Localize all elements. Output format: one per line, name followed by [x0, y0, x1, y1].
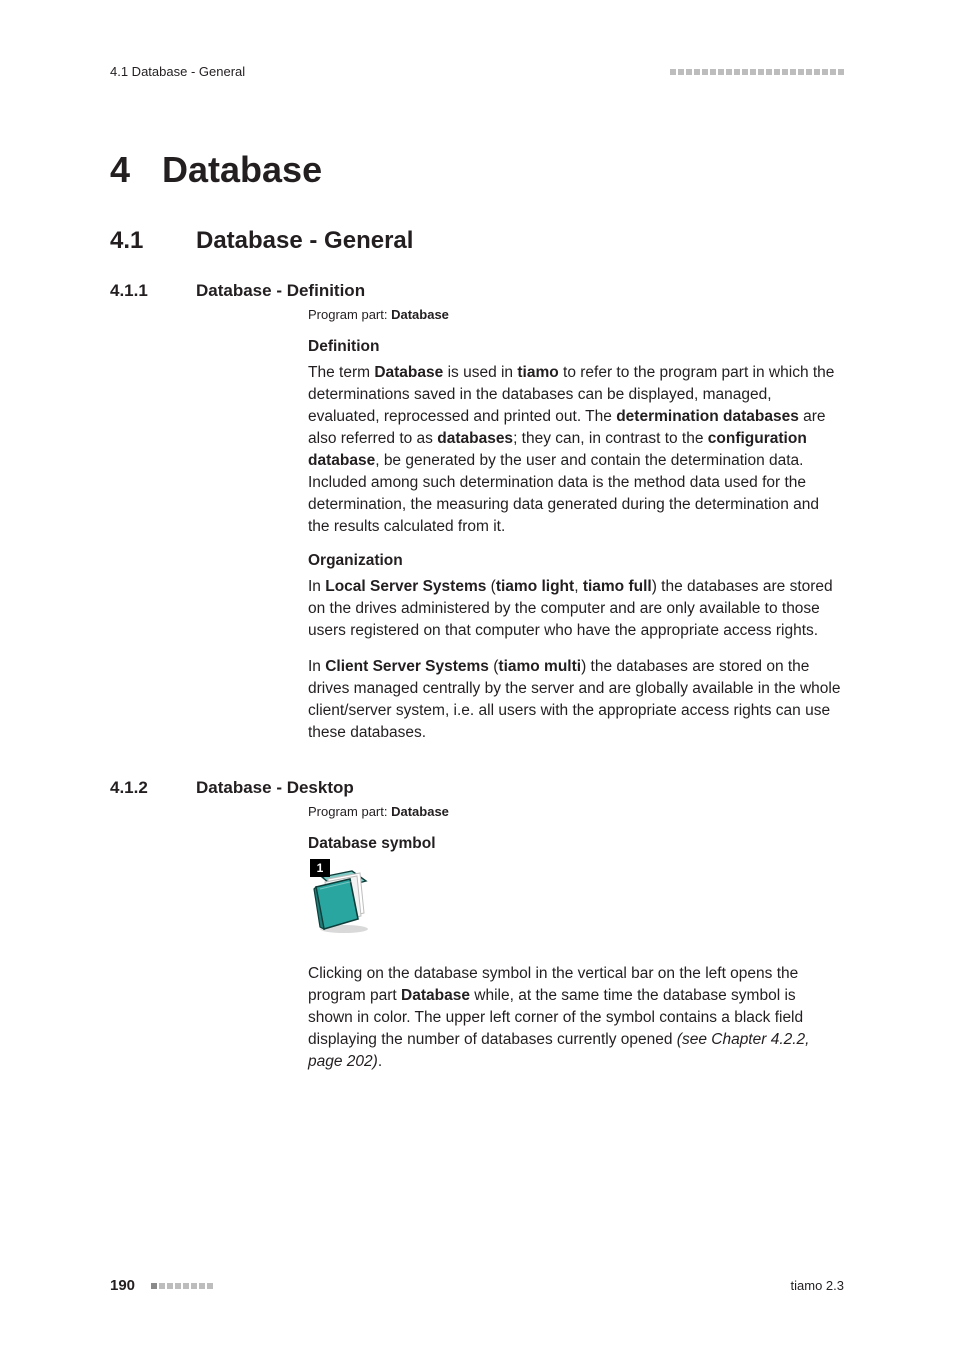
- footer-product: tiamo 2.3: [791, 1278, 844, 1293]
- database-folder-icon: 1: [308, 859, 378, 935]
- database-symbol-figure: 1: [308, 859, 844, 935]
- program-part-value: Database: [391, 307, 449, 322]
- organization-paragraph-1: In Local Server Systems (tiamo light, ti…: [308, 576, 844, 642]
- organization-paragraph-2: In Client Server Systems (tiamo multi) t…: [308, 656, 844, 744]
- running-head: 4.1 Database - General: [110, 64, 844, 79]
- database-count-badge: 1: [310, 859, 330, 877]
- program-part-line: Program part: Database: [308, 804, 844, 819]
- page-number: 190: [110, 1277, 135, 1294]
- database-symbol-paragraph: Clicking on the database symbol in the v…: [308, 963, 844, 1073]
- chapter-title: Database: [162, 149, 322, 190]
- section-title: Database - General: [196, 227, 413, 255]
- subsection-number: 4.1.2: [110, 778, 196, 798]
- database-symbol-heading: Database symbol: [308, 835, 844, 853]
- program-part-value: Database: [391, 804, 449, 819]
- running-head-text: 4.1 Database - General: [110, 64, 245, 79]
- section-heading: 4.1 Database - General: [110, 227, 844, 255]
- chapter-number: 4: [110, 149, 162, 191]
- page-footer: 190 tiamo 2.3: [110, 1277, 844, 1294]
- subsection-number: 4.1.1: [110, 281, 196, 301]
- section-number: 4.1: [110, 227, 196, 255]
- program-part-label: Program part:: [308, 307, 391, 322]
- definition-paragraph: The term Database is used in tiamo to re…: [308, 362, 844, 538]
- subsection-heading: 4.1.1 Database - Definition: [110, 281, 844, 301]
- program-part-line: Program part: Database: [308, 307, 844, 322]
- header-decor-squares: [670, 69, 844, 75]
- program-part-label: Program part:: [308, 804, 391, 819]
- chapter-heading: 4Database: [110, 149, 844, 191]
- subsection-title: Database - Definition: [196, 281, 365, 301]
- subsection-title: Database - Desktop: [196, 778, 354, 798]
- organization-heading: Organization: [308, 552, 844, 570]
- subsection-heading: 4.1.2 Database - Desktop: [110, 778, 844, 798]
- footer-decor-squares: [151, 1283, 213, 1289]
- definition-heading: Definition: [308, 338, 844, 356]
